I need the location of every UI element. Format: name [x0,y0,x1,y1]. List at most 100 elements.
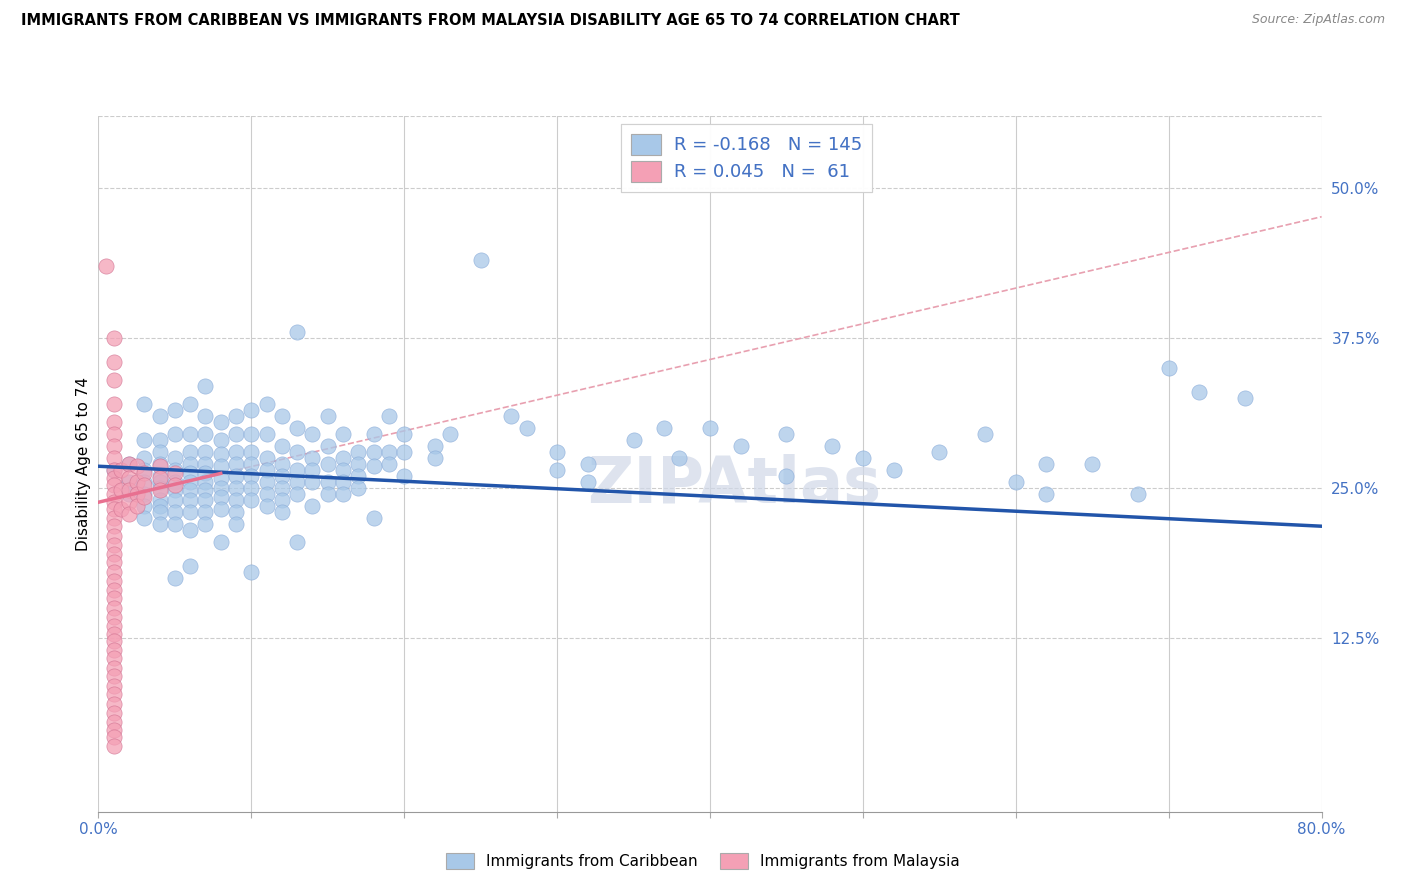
Point [378,445,401,459]
Point [209,433,232,447]
Point [118,495,141,509]
Point [163,467,186,481]
Point [103,439,125,453]
Point [775,468,797,483]
Point [163,426,186,441]
Point [852,450,875,465]
Point [134,450,156,465]
Point [103,697,125,711]
Point [225,445,247,459]
Point [163,505,186,519]
Point [163,492,186,507]
Point [103,731,125,745]
Point [225,516,247,531]
Point [363,445,385,459]
Point [134,478,156,492]
Point [149,459,172,474]
Point [179,445,201,459]
Point [149,505,172,519]
Point [103,642,125,657]
Point [179,457,201,471]
Point [179,475,201,489]
Point [209,534,232,549]
Point [103,687,125,701]
Point [103,355,125,369]
Point [103,591,125,606]
Point [163,475,186,489]
Point [332,475,354,489]
Point [194,467,217,481]
Point [347,445,370,459]
Point [256,463,278,477]
Point [125,475,148,489]
Point [103,495,125,509]
Point [194,409,217,423]
Point [883,463,905,477]
Point [363,426,385,441]
Point [149,492,172,507]
Point [103,555,125,569]
Point [134,499,156,513]
Point [1234,391,1257,405]
Point [821,439,844,453]
Point [270,481,292,495]
Point [209,415,232,429]
Point [209,471,232,485]
Point [103,679,125,693]
Point [316,457,339,471]
Point [423,439,446,453]
Point [149,499,172,513]
Point [103,511,125,525]
Point [179,426,201,441]
Point [225,426,247,441]
Text: Source: ZipAtlas.com: Source: ZipAtlas.com [1251,13,1385,27]
Point [240,426,263,441]
Point [179,505,201,519]
Point [125,487,148,501]
Point [118,475,141,489]
Point [103,565,125,579]
Point [240,492,263,507]
Point [347,457,370,471]
Point [256,487,278,501]
Point [225,505,247,519]
Point [270,457,292,471]
Point [103,547,125,561]
Point [118,471,141,485]
Point [652,421,675,435]
Text: ZIPAtlas: ZIPAtlas [588,454,882,516]
Point [256,450,278,465]
Point [928,445,950,459]
Point [149,468,172,483]
Point [103,582,125,597]
Point [1035,487,1057,501]
Point [209,447,232,461]
Point [110,502,132,516]
Point [103,600,125,615]
Point [103,415,125,429]
Point [163,463,186,477]
Point [270,439,292,453]
Point [103,331,125,345]
Point [285,445,308,459]
Point [103,714,125,729]
Point [316,487,339,501]
Point [103,661,125,675]
Point [256,475,278,489]
Point [516,421,538,435]
Point [194,445,217,459]
Point [134,511,156,525]
Point [103,529,125,543]
Point [103,610,125,624]
Point [103,463,125,477]
Point [285,534,308,549]
Point [149,475,172,489]
Point [134,491,156,505]
Point [103,739,125,753]
Point [103,373,125,387]
Point [179,483,201,498]
Point [225,492,247,507]
Point [149,433,172,447]
Point [110,483,132,498]
Point [149,445,172,459]
